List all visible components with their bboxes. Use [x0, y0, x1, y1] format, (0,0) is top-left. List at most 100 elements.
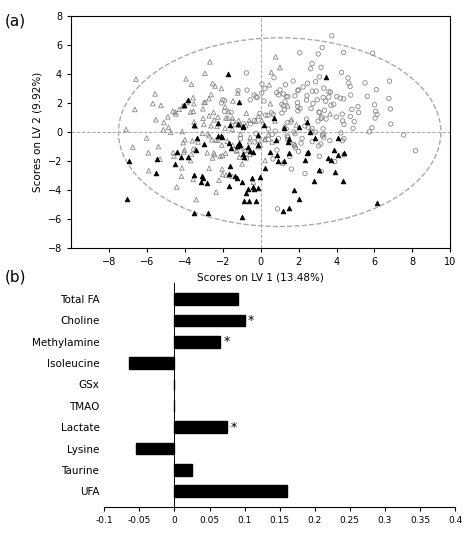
Point [228, 172, 236, 180]
Point [218, 132, 226, 141]
Point [234, 120, 242, 128]
Point [264, 111, 272, 120]
Point [254, 136, 262, 145]
Point [255, 141, 262, 150]
Point [371, 100, 378, 109]
Point [268, 108, 275, 117]
Point [309, 87, 316, 96]
Point [338, 110, 346, 119]
Point [268, 68, 275, 77]
Point [285, 148, 292, 157]
Point [306, 128, 314, 136]
Point [156, 155, 164, 163]
Point [180, 101, 188, 109]
Point [261, 136, 269, 144]
Point [284, 133, 292, 142]
Point [301, 169, 309, 178]
Point [281, 122, 288, 131]
Point [205, 164, 213, 172]
Point [191, 145, 199, 154]
Point [252, 197, 259, 206]
Point [215, 176, 223, 184]
Point [145, 167, 153, 175]
Point [271, 117, 279, 125]
Bar [174, 336, 220, 348]
Point [272, 52, 280, 61]
Point [155, 143, 162, 151]
Point [317, 114, 325, 123]
Point [280, 124, 288, 132]
Point [191, 170, 198, 179]
Point [269, 110, 277, 119]
Point [264, 130, 272, 139]
Point [214, 113, 222, 121]
Point [192, 195, 200, 204]
Point [314, 50, 322, 58]
Point [284, 137, 292, 146]
Point [280, 90, 287, 98]
Point [284, 118, 292, 127]
Point [222, 149, 229, 158]
Point [276, 86, 284, 95]
Point [338, 68, 346, 77]
Point [235, 139, 243, 147]
Point [294, 107, 301, 115]
Point [199, 174, 206, 182]
Point [291, 129, 299, 138]
Text: (a): (a) [5, 13, 26, 28]
Point [281, 105, 288, 114]
Point [286, 152, 293, 161]
Point [245, 197, 253, 206]
Point [304, 123, 312, 132]
Point [320, 130, 328, 138]
Point [131, 105, 139, 114]
Point [296, 104, 304, 113]
Point [173, 183, 181, 191]
Point [368, 123, 376, 132]
Point [239, 122, 247, 130]
Point [199, 129, 206, 138]
Point [247, 120, 255, 128]
Point [205, 112, 213, 120]
Point [287, 118, 295, 127]
Point [181, 146, 188, 154]
Point [365, 128, 373, 136]
Point [188, 150, 195, 159]
Point [209, 154, 217, 162]
Point [261, 135, 268, 143]
Point [301, 155, 309, 164]
Point [244, 143, 251, 152]
Point [190, 208, 198, 217]
Point [318, 113, 326, 121]
Point [235, 116, 243, 125]
Point [262, 111, 269, 120]
Point [226, 182, 233, 190]
Point [234, 142, 241, 151]
Point [319, 43, 326, 52]
Point [254, 184, 262, 192]
Point [303, 91, 311, 100]
Point [190, 93, 197, 102]
Point [337, 94, 344, 103]
Point [373, 85, 380, 94]
Point [346, 112, 354, 121]
Point [122, 125, 130, 134]
Point [246, 96, 254, 104]
Point [354, 103, 362, 111]
Point [123, 195, 131, 203]
Point [173, 148, 181, 156]
Point [151, 90, 159, 98]
Point [189, 137, 196, 145]
Point [199, 105, 207, 113]
Point [191, 122, 199, 131]
Point [211, 82, 219, 90]
Point [331, 158, 338, 166]
Point [319, 124, 327, 133]
Point [313, 0, 320, 7]
Point [190, 145, 198, 154]
Point [272, 136, 280, 145]
Point [372, 107, 380, 115]
Point [237, 135, 244, 143]
Point [153, 169, 160, 177]
Point [236, 143, 243, 151]
